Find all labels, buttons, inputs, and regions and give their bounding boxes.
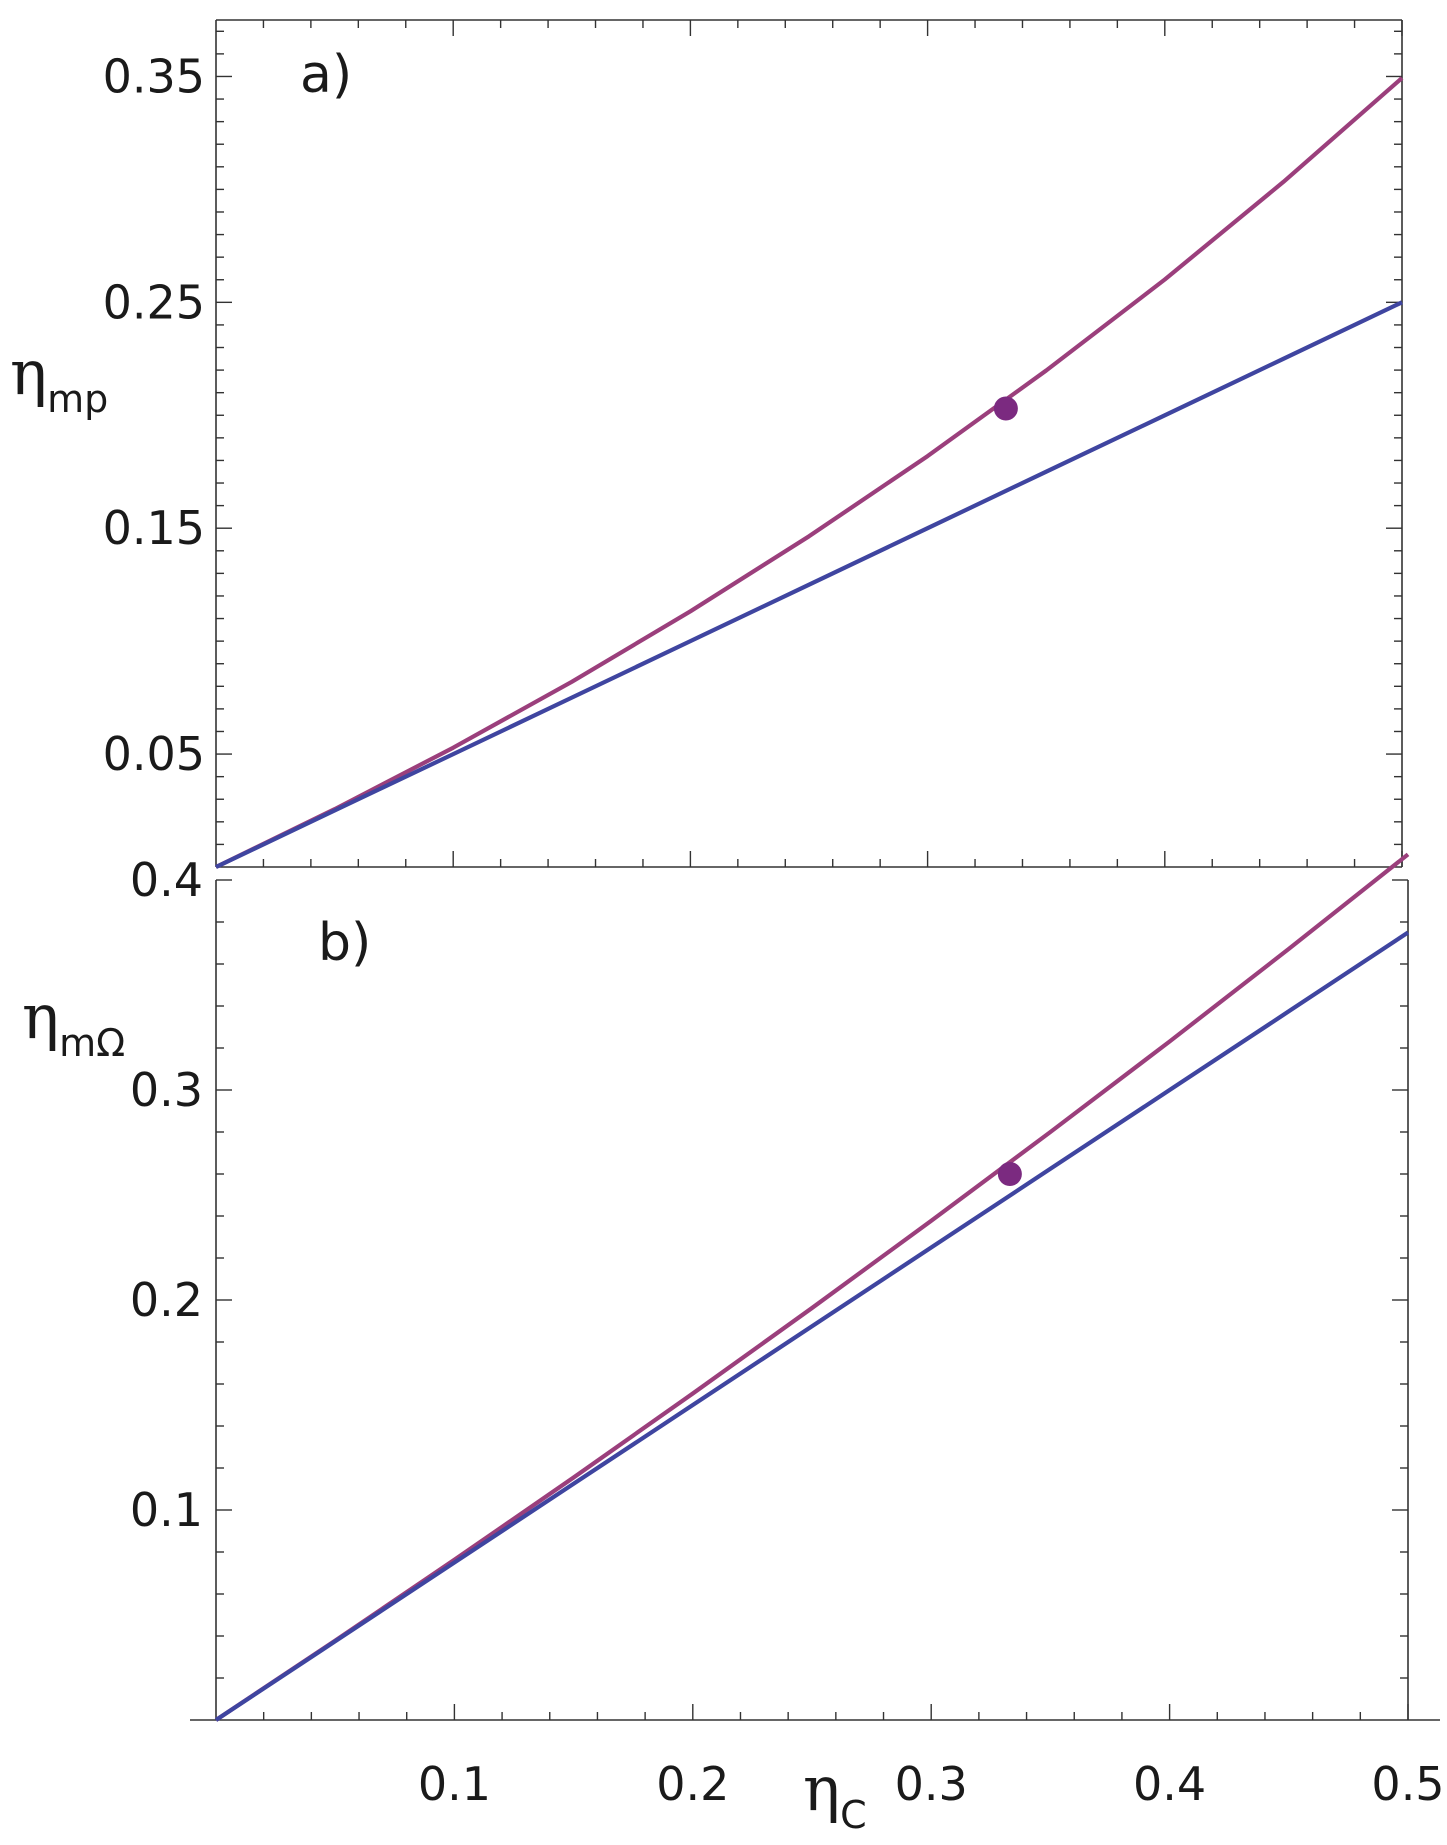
series-line-2 [214,930,1410,1722]
panel-b-series [214,852,1410,1722]
y-tick-label: 0.1 [130,1483,203,1537]
y-tick-label: 0.05 [103,727,205,781]
data-point-1 [993,396,1018,421]
panel-b-xlabel-symbol: η [803,1752,840,1825]
panel-b-ylabel-sub: mΩ [59,1021,125,1065]
x-tick-label: 0.1 [418,1757,491,1811]
series-line-2 [215,300,1403,869]
panel-b-xlabel: ηC [803,1752,867,1837]
data-point-1 [997,1162,1022,1186]
x-tick-label: 0.2 [656,1757,729,1811]
y-tick-label: 0.3 [130,1063,203,1117]
panel-a-points [993,396,1018,421]
panel-b-xlabel-sub: C [840,1793,867,1837]
y-tick-label: 0.15 [103,501,205,555]
panel-a-ylabel-symbol: η [10,336,47,409]
panel-a-ylabel-sub: mp [47,377,108,421]
y-tick-label: 0.2 [130,1273,203,1327]
panel-a-label: a) [300,45,352,105]
series-line-1 [215,76,1404,869]
panel-a-ticks: 0.05 0.15 0.25 0.35 [103,20,1403,867]
panel-b-axes [190,880,1440,1721]
x-tick-label: 0.3 [895,1757,968,1811]
panel-a: 0.05 0.15 0.25 0.35 a) ηmp [10,19,1404,869]
panel-a-axes [215,19,1403,868]
series-line-1 [214,852,1410,1722]
panel-b-ylabel: ηmΩ [22,980,125,1065]
x-tick-label: 0.4 [1133,1757,1206,1811]
panel-a-series [215,76,1404,869]
y-tick-label: 0.25 [103,275,205,329]
panel-b-label: b) [318,913,371,973]
panel-b: 0.10.20.30.40.1 0.2 0.3 0.4 0.5 b) ηmΩ ηC [22,852,1445,1837]
y-tick-label: 0.35 [103,49,205,103]
x-tick-label: 0.5 [1371,1757,1444,1811]
panel-a-ylabel: ηmp [10,336,108,421]
panel-b-ylabel-symbol: η [22,980,59,1053]
panel-b-ticks: 0.1 0.2 0.3 0.4 0.1 0.2 0.3 0.4 0.5 [130,853,1445,1811]
y-tick-label: 0.4 [130,853,203,907]
panel-b-points [997,1162,1022,1186]
